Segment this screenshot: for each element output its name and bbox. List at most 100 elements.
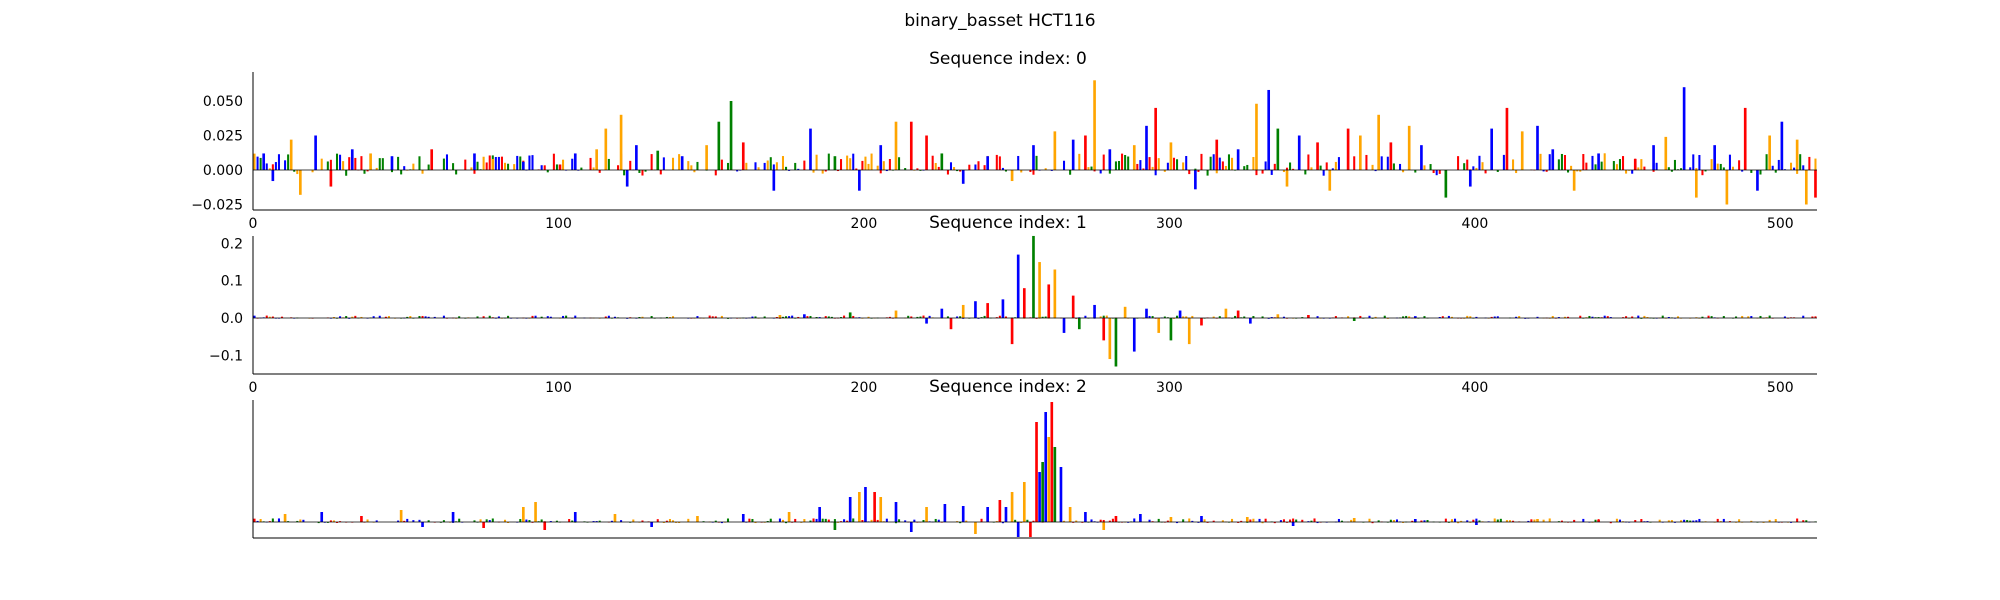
logo-noise-bar: [675, 522, 678, 523]
logo-noise-bar: [540, 165, 543, 170]
logo-noise-bar: [592, 521, 595, 522]
logo-peak-bar-G: [1022, 482, 1026, 522]
logo-noise-bar: [1460, 520, 1463, 522]
logo-noise-bar: [641, 170, 644, 176]
logo-noise-bar: [840, 521, 843, 522]
logo-noise-bar: [277, 518, 280, 522]
logo-noise-bar: [1133, 518, 1136, 522]
logo-noise-bar: [1380, 156, 1383, 170]
logo-noise-bar: [922, 315, 925, 318]
logo-noise-bar: [287, 154, 290, 170]
logo-noise-bar: [778, 518, 781, 522]
logo-noise-bar: [482, 156, 485, 170]
logo-peak-bar-G: [1352, 518, 1356, 522]
logo-peak-bar-C: [473, 153, 476, 170]
logo-peak-bar-T: [482, 522, 485, 528]
logo-noise-bar: [406, 518, 409, 522]
logo-peak-bar-A: [1032, 235, 1035, 318]
logo-noise-bar: [1493, 316, 1496, 318]
logo-noise-bar: [1069, 170, 1072, 175]
logo-noise-bar: [1041, 316, 1044, 318]
logo-peak-bar-C: [943, 504, 947, 522]
logo-noise-bar: [1796, 170, 1799, 174]
logo-noise-bar: [1738, 160, 1741, 170]
logo-peak-bar-C: [1044, 412, 1048, 522]
logo-noise-bar: [1637, 315, 1640, 318]
logo-noise-bar: [1337, 518, 1340, 522]
logo-noise-bar: [403, 520, 406, 522]
logo-noise-bar: [1261, 522, 1264, 524]
logo-noise-bar: [665, 316, 668, 318]
logo-noise-bar: [714, 316, 717, 318]
logo-noise-bar: [781, 316, 785, 318]
logo-noise-bar: [375, 520, 378, 522]
logo-peak-bar-G: [1520, 131, 1524, 170]
logo-noise-bar: [1741, 170, 1744, 172]
logo-noise-bar: [1182, 162, 1185, 170]
logo-noise-bar: [824, 170, 827, 172]
logo-noise-bar: [562, 159, 565, 170]
logo-noise-bar: [1771, 165, 1774, 170]
logo-noise-bar: [623, 170, 626, 176]
logo-peak-bar-C: [625, 170, 629, 187]
logo-noise-bar: [650, 316, 653, 318]
logo-noise-bar: [1692, 154, 1695, 170]
logo-noise-bar: [1166, 520, 1169, 522]
logo-noise-bar: [1062, 160, 1066, 170]
logo-noise-bar: [852, 518, 855, 522]
logo-noise-bar: [882, 161, 885, 170]
logo-noise-bar: [494, 156, 497, 170]
logo-noise-bar: [1273, 522, 1276, 524]
logo-peak-bar-C: [1551, 149, 1555, 170]
logo-peak-bar-C: [350, 149, 354, 170]
logo-noise-bar: [1524, 318, 1527, 319]
logo-noise-bar: [595, 521, 598, 522]
logo-peak-bar-C: [635, 145, 638, 170]
logo-noise-bar: [998, 315, 1001, 318]
logo-peak-bar-G: [613, 514, 617, 522]
logo-peak-bar-T: [543, 522, 547, 530]
logo-noise-bar: [726, 162, 730, 170]
logo-noise-bar: [1221, 161, 1224, 170]
logo-noise-bar: [259, 157, 262, 170]
logo-noise-bar: [1316, 316, 1319, 318]
logo-peak-bar-T: [1050, 402, 1054, 522]
logo-noise-bar: [1695, 520, 1698, 522]
logo-noise-bar: [1206, 170, 1209, 176]
x-tick-label: 0: [249, 216, 258, 232]
logo-noise-bar: [1496, 316, 1499, 318]
logo-peak-bar-C: [262, 153, 266, 170]
logo-noise-bar: [736, 170, 739, 172]
logo-noise-bar: [452, 522, 455, 523]
logo-noise-bar: [1188, 518, 1191, 522]
logo-peak-bar-C: [650, 522, 653, 527]
logo-noise-bar: [1423, 520, 1426, 522]
logo-noise-bar: [1435, 170, 1438, 176]
logo-noise-bar: [531, 315, 534, 318]
logo-noise-bar: [904, 168, 907, 170]
logo-noise-bar: [381, 158, 384, 170]
logo-noise-bar: [1719, 163, 1722, 170]
logo-noise-bar: [1625, 316, 1628, 318]
logo-noise-bar: [949, 162, 953, 170]
logo-noise-bar: [1536, 316, 1539, 318]
logo-noise-bar: [543, 165, 546, 170]
logo-noise-bar: [592, 167, 595, 170]
logo-peak-bar-C: [1016, 254, 1020, 318]
logo-noise-bar: [995, 317, 998, 318]
logo-peak-bar-G: [1255, 103, 1258, 170]
logo-peak-bar-G: [1664, 136, 1668, 170]
logo-noise-bar: [1176, 522, 1179, 524]
logo-peak-bar-C: [680, 156, 684, 170]
logo-noise-bar: [277, 154, 280, 170]
logo-noise-bar: [1667, 520, 1670, 522]
logo-noise-bar: [995, 521, 998, 522]
logo-noise-bar: [995, 154, 998, 170]
logo-noise-bar: [1670, 170, 1673, 172]
logo-noise-bar: [452, 163, 455, 170]
logo-noise-bar: [1811, 316, 1814, 318]
logo-peak-bar-C: [1200, 516, 1203, 522]
logo-noise-bar: [1414, 170, 1417, 173]
logo-peak-bar-T: [1633, 158, 1637, 170]
logo-noise-bar: [311, 170, 314, 173]
